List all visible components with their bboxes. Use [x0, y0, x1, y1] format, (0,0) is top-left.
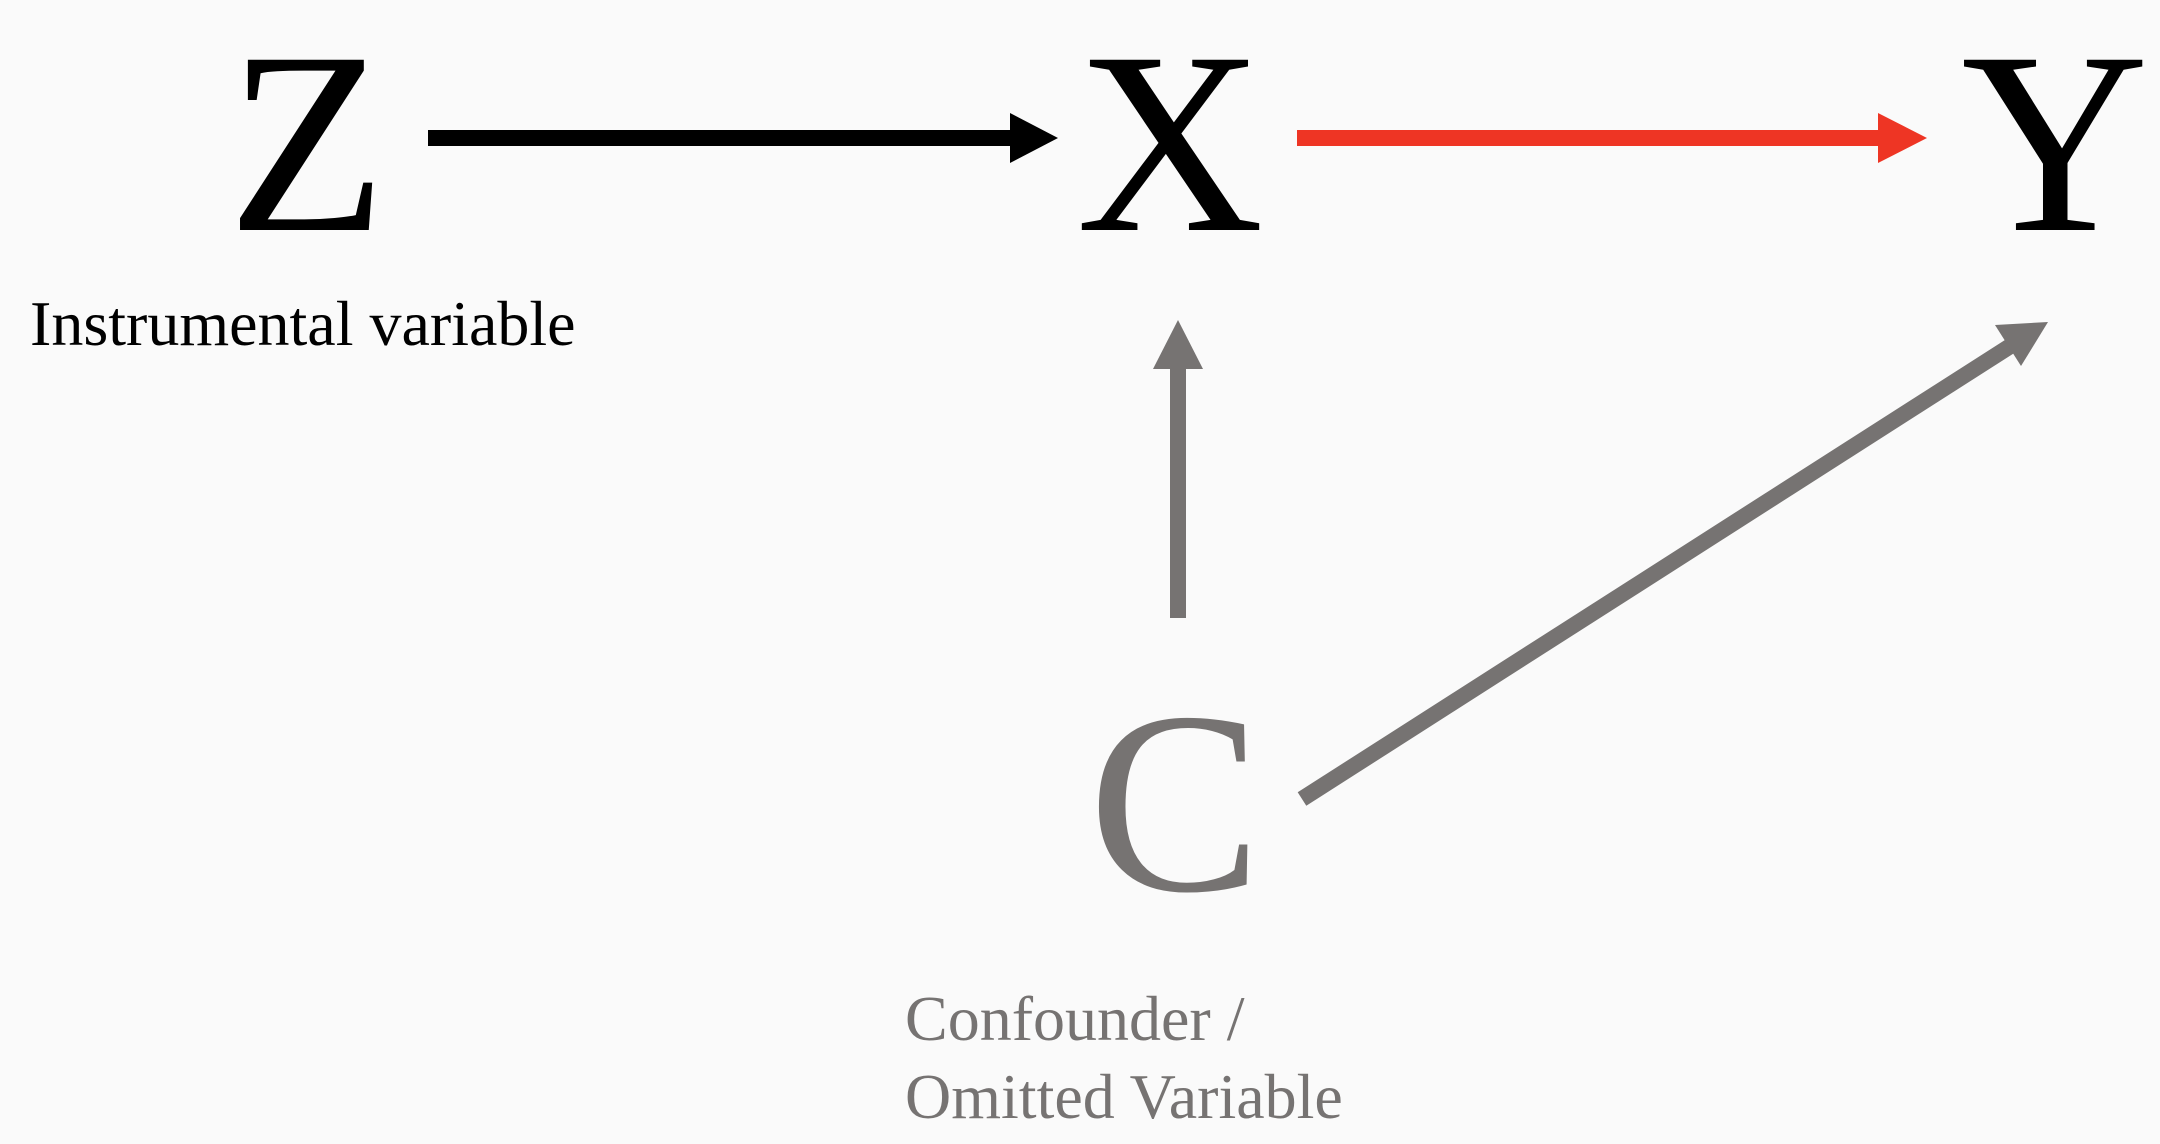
node-z-caption: Instrumental variable: [30, 288, 576, 359]
node-y-label: Y: [1961, 0, 2149, 287]
node-c-label: C: [1088, 659, 1261, 947]
edge-z-to-x: [428, 113, 1058, 163]
edge-c-to-x: [1153, 320, 1203, 618]
node-x-label: X: [1076, 0, 1264, 287]
node-c-caption-line1: Confounder /: [905, 983, 1245, 1054]
node-c-caption-line2: Omitted Variable: [905, 1061, 1343, 1132]
edge-x-to-y: [1297, 113, 1927, 163]
edge-c-to-y: [1297, 322, 2048, 806]
node-z-label: Z: [228, 0, 387, 287]
